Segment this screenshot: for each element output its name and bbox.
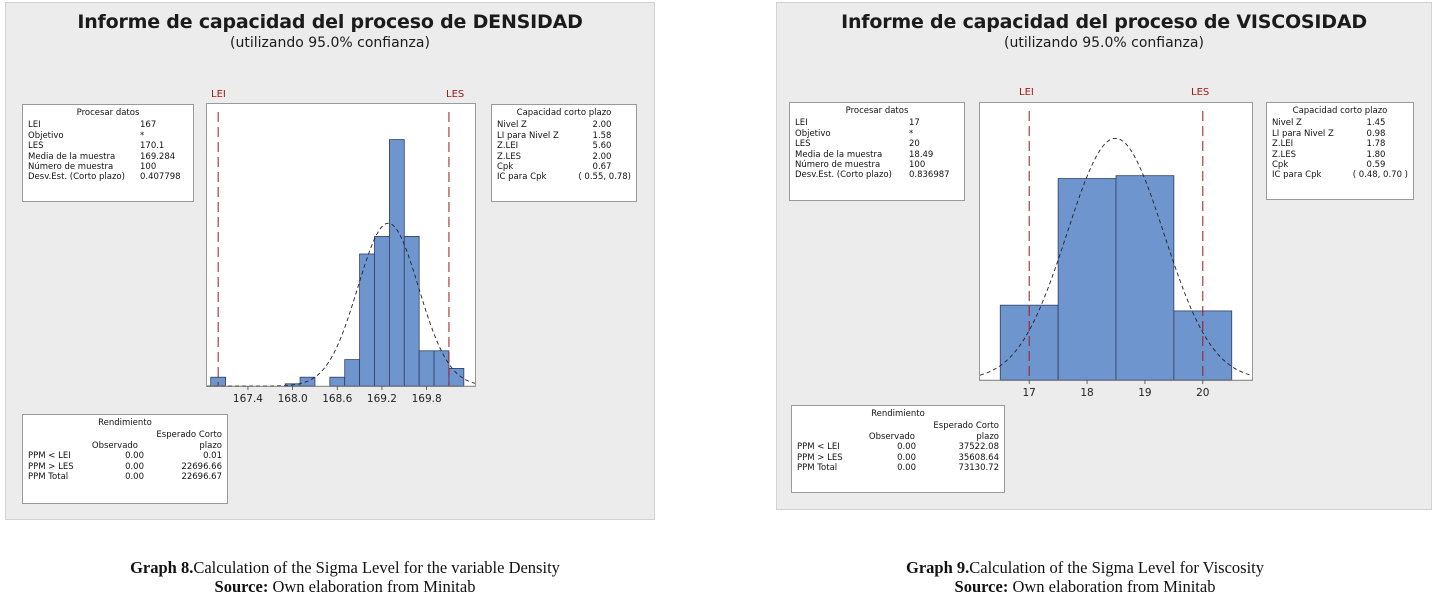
density-yield-box: Rendimiento Esperado Corto Observado plaz… [22, 414, 228, 504]
histogram-bar [374, 235, 390, 387]
viscosity-report-panel: Informe de capacidad del proceso de VISC… [776, 2, 1432, 510]
viscosity-lei-label: LEI [1019, 87, 1034, 98]
x-tick-label: 169.8 [412, 393, 442, 405]
process-data-title: Procesar datos [845, 106, 909, 116]
viscosity-title: Informe de capacidad del proceso de VISC… [841, 11, 1367, 33]
graph-8-caption: Graph 8.Calculation of the Sigma Level f… [130, 558, 560, 596]
capability-row: Z.LES 2.00 [497, 151, 612, 162]
capability-row: LI para Nivel Z 1.58 [497, 130, 612, 141]
process-row: Objetivo * [795, 128, 914, 139]
histogram-bar [1057, 178, 1117, 381]
capability-row: Nivel Z 1.45 [1272, 118, 1386, 129]
capability-row: LI para Nivel Z 0.98 [1272, 128, 1386, 139]
x-tick-label: 17 [1023, 387, 1036, 399]
x-tick-label: 168.6 [322, 393, 352, 405]
capability-row: Z.LEI 5.60 [497, 141, 612, 152]
process-row: LEI 17 [795, 118, 920, 129]
process-row: Número de muestra 100 [28, 162, 157, 173]
x-tick-label: 169.2 [367, 393, 397, 405]
histogram-bar [1115, 175, 1175, 381]
x-tick-label: 20 [1196, 387, 1209, 399]
viscosity-histogram: 17 18 19 20 [979, 111, 1253, 399]
capability-row: Z.LES 1.80 [1272, 149, 1386, 160]
histogram-bar [344, 359, 361, 387]
capability-row: Z.LEI 1.78 [1272, 139, 1386, 150]
viscosity-yield-box: Rendimiento Esperado Corto Observado plaz… [791, 405, 1005, 493]
x-tick-label: 168.0 [278, 393, 308, 405]
histogram-bar [433, 350, 450, 387]
viscosity-histogram-plot: 17 18 19 20 [979, 102, 1253, 399]
yield-row: PPM Total 0.00 22696.67 [28, 472, 222, 483]
process-row: Media de la muestra 169.284 [28, 151, 176, 162]
capability-row: IC para Cpk( 0.55, 0.78) [497, 172, 631, 183]
density-les-label: LES [446, 89, 465, 100]
normal-curve [979, 137, 1253, 376]
histogram-bar [329, 376, 346, 387]
process-data-title: Procesar datos [76, 108, 140, 118]
capability-row: Nivel Z 2.00 [497, 120, 612, 131]
process-row: Desv.Est. (Corto plazo) 0.836987 [795, 170, 950, 181]
yield-title: Rendimiento [98, 418, 152, 428]
capability-title: Capacidad corto plazo [1292, 106, 1388, 116]
density-process-data-box: Procesar datos LEI 167 Objetivo * LES 170.1… [22, 104, 194, 202]
yield-title: Rendimiento [871, 409, 925, 419]
process-row: LEI 167 [28, 120, 157, 131]
viscosity-report-title: Informe de capacidad del proceso de VISC… [777, 11, 1431, 51]
density-report-panel: Informe de capacidad del proceso de DENS… [5, 2, 655, 520]
histogram-bar [418, 350, 435, 387]
density-title: Informe de capacidad del proceso de DENS… [77, 11, 583, 33]
yield-row: PPM > LES 0.00 35608.64 [797, 452, 999, 463]
density-capability-box: Capacidad corto plazo Nivel Z 2.00 LI par… [491, 104, 637, 202]
density-histogram-plot: 167.4 168.0 168.6 169.2 169.8 [206, 103, 476, 405]
process-row: Desv.Est. (Corto plazo) 0.407798 [28, 172, 181, 183]
capability-row: Cpk 0.67 [497, 162, 612, 173]
x-tick-label: 19 [1138, 387, 1151, 399]
process-row: LES 20 [795, 139, 920, 150]
density-report-title: Informe de capacidad del proceso de DENS… [6, 11, 654, 51]
density-subtitle: (utilizando 95.0% confianza) [230, 35, 430, 51]
viscosity-subtitle: (utilizando 95.0% confianza) [1004, 35, 1204, 51]
process-row: Número de muestra 100 [795, 160, 926, 171]
viscosity-process-data-box: Procesar datos LEI 17 Objetivo * LES 20 Med… [789, 102, 965, 201]
density-histogram: 167.4 168.0 168.6 169.2 169.8 [207, 112, 476, 405]
capability-title: Capacidad corto plazo [516, 108, 612, 118]
x-tick-label: 167.4 [233, 393, 263, 405]
viscosity-les-label: LES [1191, 87, 1210, 98]
histogram-bar [388, 139, 405, 387]
density-lei-label: LEI [211, 89, 226, 100]
process-row: LES 170.1 [28, 141, 165, 152]
yield-row: PPM Total 0.00 73130.72 [797, 463, 999, 474]
yield-row: PPM < LEI 0.00 37522.08 [797, 442, 999, 453]
process-row: Media de la muestra 18.49 [795, 149, 934, 160]
capability-row: Cpk 0.59 [1272, 160, 1386, 171]
capability-row: IC para Cpk( 0.48, 0.70 ) [1272, 170, 1408, 181]
x-tick-label: 18 [1080, 387, 1093, 399]
histogram-bar [403, 235, 420, 387]
process-row: Objetivo * [28, 130, 145, 141]
yield-row: PPM < LEI 0.00 0.01 [28, 451, 222, 462]
viscosity-capability-box: Capacidad corto plazo Nivel Z 1.45 LI par… [1266, 102, 1414, 200]
graph-9-caption: Graph 9.Calculation of the Sigma Level f… [906, 558, 1264, 596]
yield-row: PPM > LES 0.00 22696.66 [28, 461, 222, 472]
